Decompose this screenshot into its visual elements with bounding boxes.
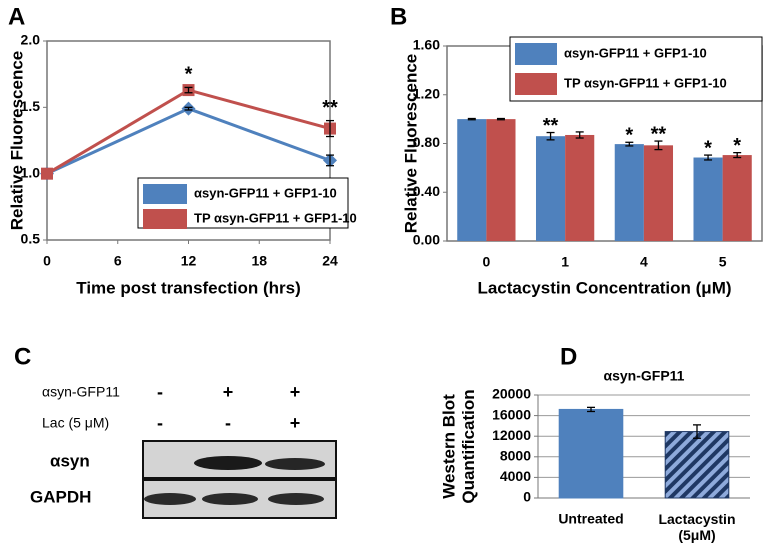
panel-label: C [14,343,31,370]
y-tick-label: 0.80 [413,134,440,150]
lane-sign: - [225,413,231,433]
x-axis-label: Time post transfection (hrs) [76,278,301,297]
y-axis-label: Western BlotQuantification [440,389,479,503]
band [265,458,325,470]
legend-label: TP αsyn-GFP11 + GFP1-10 [194,210,357,225]
point [41,167,53,180]
y-tick-label: 4000 [500,468,531,484]
legend-swatch [515,43,557,65]
error-bar [575,131,584,139]
chart-title: αsyn-GFP11 [604,368,685,384]
band-label: αsyn [50,451,90,470]
y-tick-label: 16000 [492,406,531,422]
y-tick-label: 1.60 [413,37,440,53]
x-axis-label: Lactacystin Concentration (μM) [477,278,731,297]
condition-label: Lac (5 μM) [42,415,109,431]
y-axis-label: Relative Fluorescence [401,54,420,234]
error-bar [546,131,555,141]
bar [486,119,516,241]
error-bar [704,154,713,161]
error-bar [326,119,334,138]
y-tick-label: 1.5 [21,98,41,114]
significance-label: ** [322,97,338,119]
x-tick-label: 24 [322,253,338,269]
y-tick-label: 0.40 [413,183,440,199]
band [144,493,196,505]
legend-label: αsyn-GFP11 + GFP1-10 [194,185,337,200]
band [268,493,324,505]
legend-label: TP αsyn-GFP11 + GFP1-10 [564,75,727,90]
y-tick-label: 12000 [492,427,531,443]
error-bar [654,140,663,151]
significance-label: ** [651,123,667,145]
lane-sign: - [157,382,163,402]
x-tick-label: Lactacystin (5μM) [658,511,735,543]
error-bar [326,154,334,167]
condition-label: αsyn-GFP11 [42,384,120,400]
x-tick-label: 12 [181,253,197,269]
bar [722,155,752,241]
bar [693,157,723,241]
y-tick-label: 0.00 [413,232,440,248]
chart: A 0.5 1.0 1.5 2.0 Time post transfection (hrs… [7,3,356,297]
significance-label: * [704,137,712,159]
x-tick-label: 0 [43,253,51,269]
legend-label: αsyn-GFP11 + GFP1-10 [564,45,707,60]
error-bar [184,86,193,94]
blot-panel: C αsyn-GFP11 Lac (5 μM) - + + - - + αsyn… [14,343,337,519]
significance-label: * [185,64,193,86]
bar [643,145,674,241]
error-bar [733,151,742,159]
band [194,456,262,470]
y-axis-label: Relative Fluorescence [7,51,26,231]
bar [565,134,595,241]
x-tick-label: 5 [719,254,727,270]
x-tick-label: 18 [251,253,267,269]
y-tick-label: 1.20 [413,85,440,101]
x-tick-label: 0 [482,254,490,270]
panel-label: D [560,343,577,370]
panel-label: B [390,3,407,30]
error-bar [496,117,505,121]
x-tick-label: Untreated [558,511,623,527]
error-bar [184,106,193,111]
x-tick-label: 4 [640,254,648,270]
legend-swatch [515,73,557,95]
lane-sign: + [290,413,301,433]
y-tick-label: 8000 [500,448,531,464]
y-tick-label: 20000 [492,386,531,402]
band-label: GAPDH [30,487,91,506]
x-tick-label: 6 [114,253,122,269]
lane-sign: + [290,382,301,402]
panel-label: A [8,3,25,30]
lane-sign: + [223,382,234,402]
lane-sign: - [157,413,163,433]
bar [664,431,730,499]
bar [535,136,566,241]
chart: B 0.00 0.40 0.80 1.20 1.60 Lactacystin Concent… [390,3,763,297]
significance-label: ** [543,115,559,137]
legend-swatch [143,209,187,229]
x-tick-label: 1 [561,254,569,270]
significance-label: * [625,125,633,147]
bar [614,144,644,241]
y-tick-label: 2.0 [21,32,41,48]
legend-swatch [143,184,187,204]
band [202,493,258,505]
error-bar [693,424,701,439]
error-bar [467,117,476,121]
bar [457,119,487,241]
error-bar [587,406,595,413]
y-tick-label: 1.0 [21,164,41,180]
y-tick-label: 0 [523,489,531,505]
significance-label: * [733,135,741,157]
error-bar [625,141,634,147]
y-tick-label: 0.5 [21,231,41,247]
bar [558,408,624,499]
